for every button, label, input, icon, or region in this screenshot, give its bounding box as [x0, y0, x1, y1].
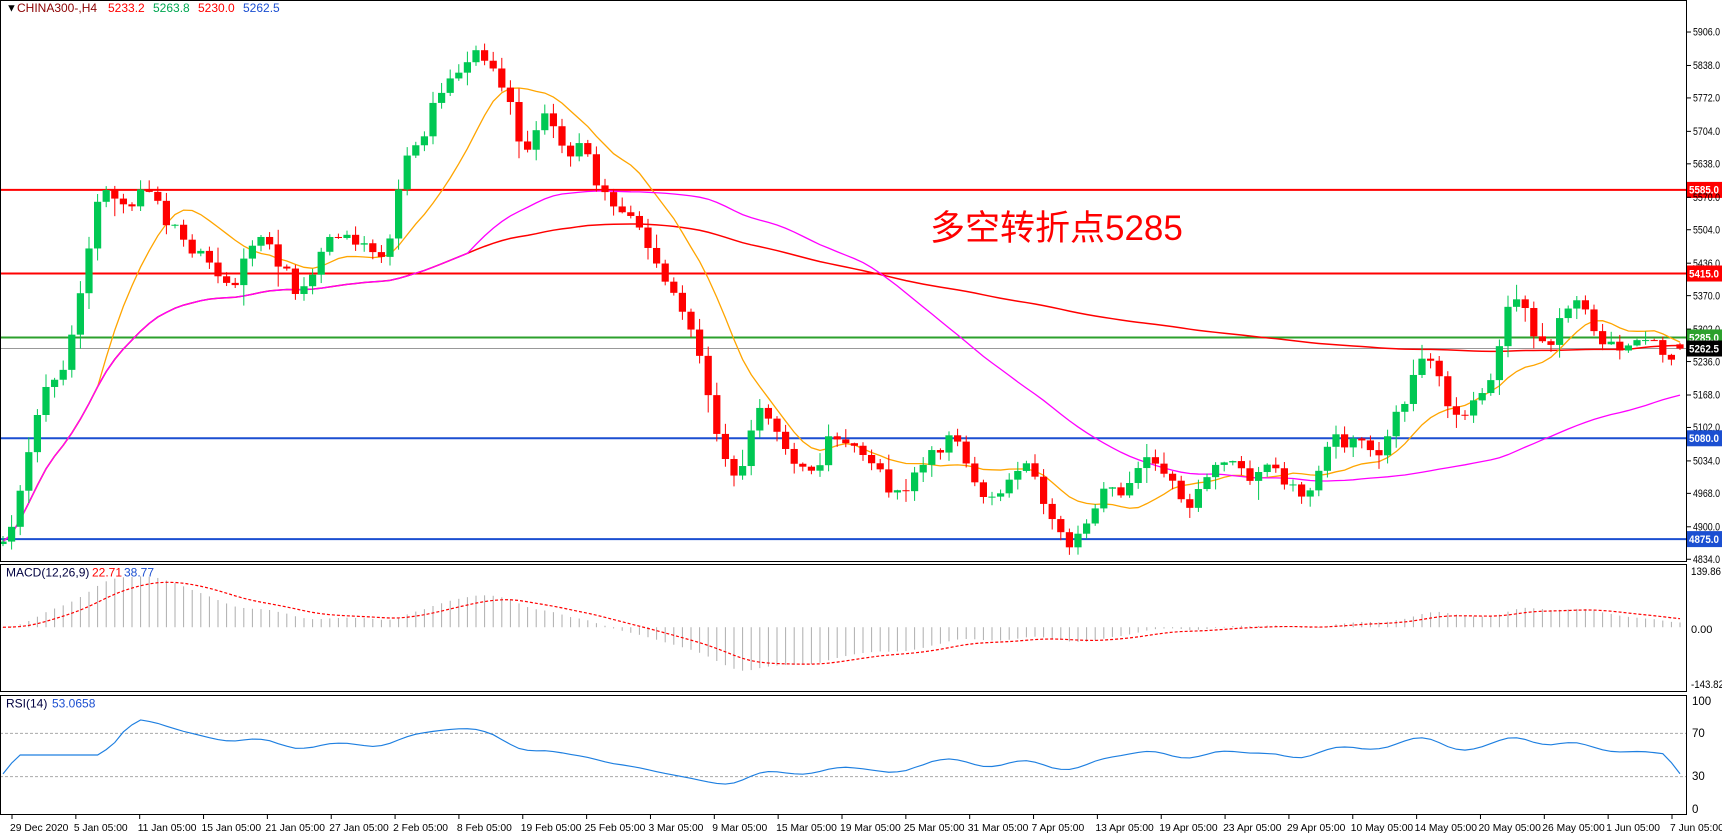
svg-text:5080.0: 5080.0 [1689, 433, 1719, 445]
svg-text:3 Mar 05:00: 3 Mar 05:00 [648, 823, 703, 834]
svg-text:22.71: 22.71 [92, 566, 122, 580]
svg-text:53.0658: 53.0658 [52, 697, 96, 711]
svg-text:5262.5: 5262.5 [1689, 343, 1719, 355]
svg-text:27 Jan 05:00: 27 Jan 05:00 [329, 823, 389, 834]
svg-text:5168.0: 5168.0 [1693, 390, 1720, 402]
svg-text:4834.0: 4834.0 [1693, 554, 1720, 566]
svg-text:25 Feb 05:00: 25 Feb 05:00 [585, 823, 646, 834]
svg-text:5263.8: 5263.8 [153, 1, 190, 15]
svg-text:2 Feb 05:00: 2 Feb 05:00 [393, 823, 448, 834]
svg-text:11 Jan 05:00: 11 Jan 05:00 [138, 823, 197, 834]
svg-text:5230.0: 5230.0 [198, 1, 235, 15]
svg-text:5838.0: 5838.0 [1693, 60, 1720, 72]
svg-text:CHINA300-,H4: CHINA300-,H4 [17, 1, 97, 15]
svg-text:5906.0: 5906.0 [1693, 27, 1720, 39]
svg-text:RSI(14): RSI(14) [6, 697, 47, 711]
svg-text:5262.5: 5262.5 [243, 1, 280, 15]
svg-text:70: 70 [1692, 728, 1705, 740]
svg-text:5034.0: 5034.0 [1693, 456, 1720, 468]
svg-text:139.86: 139.86 [1691, 566, 1721, 578]
svg-text:0.00: 0.00 [1691, 624, 1712, 636]
svg-text:5 Jan 05:00: 5 Jan 05:00 [74, 823, 128, 834]
svg-text:5504.0: 5504.0 [1693, 224, 1720, 236]
svg-text:4968.0: 4968.0 [1693, 488, 1720, 500]
svg-text:7 Jun 05:00: 7 Jun 05:00 [1670, 823, 1722, 834]
svg-text:5570.0: 5570.0 [1693, 192, 1720, 204]
svg-text:19 Apr 05:00: 19 Apr 05:00 [1159, 823, 1218, 834]
svg-text:8 Feb 05:00: 8 Feb 05:00 [457, 823, 512, 834]
svg-text:31 Mar 05:00: 31 Mar 05:00 [968, 823, 1029, 834]
svg-text:1 Jun 05:00: 1 Jun 05:00 [1606, 823, 1660, 834]
svg-text:5772.0: 5772.0 [1693, 93, 1720, 105]
svg-text:26 May 05:00: 26 May 05:00 [1542, 823, 1605, 834]
svg-text:5704.0: 5704.0 [1693, 126, 1720, 138]
svg-text:5370.0: 5370.0 [1693, 290, 1720, 302]
svg-text:29 Apr 05:00: 29 Apr 05:00 [1287, 823, 1346, 834]
svg-text:100: 100 [1692, 696, 1711, 708]
svg-text:5638.0: 5638.0 [1693, 159, 1720, 171]
svg-text:▼: ▼ [6, 3, 17, 15]
svg-text:-143.82: -143.82 [1691, 679, 1722, 691]
svg-text:20 May 05:00: 20 May 05:00 [1478, 823, 1541, 834]
svg-text:0: 0 [1692, 804, 1698, 816]
svg-text:30: 30 [1692, 771, 1705, 783]
svg-text:15 Jan 05:00: 15 Jan 05:00 [202, 823, 262, 834]
svg-text:13 Apr 05:00: 13 Apr 05:00 [1095, 823, 1154, 834]
svg-text:9 Mar 05:00: 9 Mar 05:00 [712, 823, 767, 834]
svg-text:MACD(12,26,9): MACD(12,26,9) [6, 566, 89, 580]
svg-text:38.77: 38.77 [124, 566, 154, 580]
svg-text:21 Jan 05:00: 21 Jan 05:00 [265, 823, 325, 834]
svg-text:10 May 05:00: 10 May 05:00 [1351, 823, 1414, 834]
svg-text:5236.0: 5236.0 [1693, 356, 1720, 368]
svg-text:7 Apr 05:00: 7 Apr 05:00 [1032, 823, 1085, 834]
svg-text:4875.0: 4875.0 [1689, 534, 1719, 546]
svg-text:多空转折点5285: 多空转折点5285 [930, 209, 1183, 248]
svg-text:19 Feb 05:00: 19 Feb 05:00 [521, 823, 582, 834]
svg-text:19 Mar 05:00: 19 Mar 05:00 [840, 823, 901, 834]
svg-text:23 Apr 05:00: 23 Apr 05:00 [1223, 823, 1282, 834]
svg-text:5415.0: 5415.0 [1689, 268, 1719, 280]
svg-text:15 Mar 05:00: 15 Mar 05:00 [776, 823, 837, 834]
svg-text:29 Dec 2020: 29 Dec 2020 [10, 823, 69, 834]
svg-text:25 Mar 05:00: 25 Mar 05:00 [904, 823, 965, 834]
svg-text:5233.2: 5233.2 [108, 1, 145, 15]
svg-text:14 May 05:00: 14 May 05:00 [1415, 823, 1478, 834]
